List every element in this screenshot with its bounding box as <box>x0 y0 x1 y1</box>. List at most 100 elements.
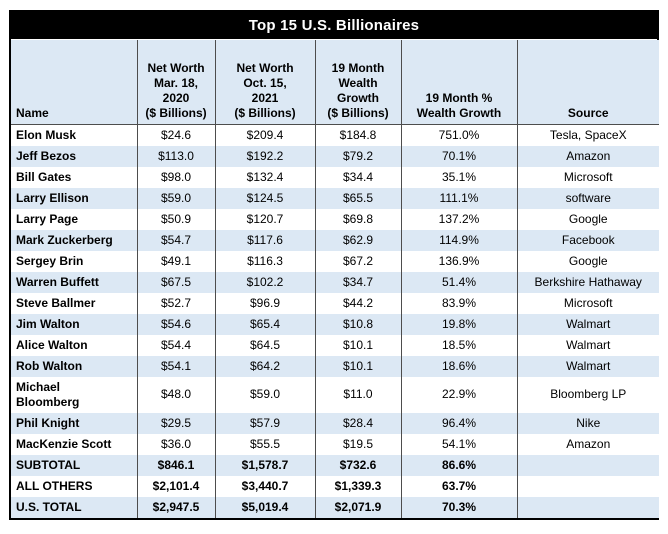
growth-cell: $10.1 <box>314 355 401 377</box>
table-row: Jeff Bezos $113.0 $192.2 $79.2 70.1% Amazon <box>11 145 659 167</box>
growth-cell: $184.8 <box>314 124 401 146</box>
table-title: Top 15 U.S. Billionaires <box>11 12 657 40</box>
table-row: Jim Walton $54.6 $65.4 $10.8 19.8% Walmart <box>11 313 659 335</box>
table-row: Larry Ellison $59.0 $124.5 $65.5 111.1% softw… <box>11 187 659 209</box>
worth-2021-cell: $132.4 <box>214 166 315 188</box>
worth-2021-cell: $65.4 <box>214 313 315 335</box>
header-cell-networth-2021: Net Worth Oct. 15, 2021 ($ Billions) <box>214 40 315 125</box>
worth-2021-cell: $124.5 <box>214 187 315 209</box>
name-cell: Elon Musk <box>11 124 137 146</box>
growth-pct-cell: 22.9% <box>400 376 517 413</box>
source-cell <box>516 454 659 476</box>
worth-2020-cell: $67.5 <box>136 271 215 293</box>
worth-2021-cell: $1,578.7 <box>214 454 315 476</box>
worth-2020-cell: $98.0 <box>136 166 215 188</box>
table-row: Warren Buffett $67.5 $102.2 $34.7 51.4% Berks… <box>11 271 659 293</box>
source-cell: Google <box>516 208 659 230</box>
worth-2020-cell: $36.0 <box>136 433 215 455</box>
worth-2020-cell: $54.1 <box>136 355 215 377</box>
source-cell: Google <box>516 250 659 272</box>
worth-2021-cell: $59.0 <box>214 376 315 413</box>
table-row: Bill Gates $98.0 $132.4 $34.4 35.1% Microsoft <box>11 166 659 188</box>
name-cell: U.S. TOTAL <box>11 496 137 518</box>
table-row: Steve Ballmer $52.7 $96.9 $44.2 83.9% Microso… <box>11 292 659 314</box>
header-cell-networth-2020: Net Worth Mar. 18, 2020 ($ Billions) <box>136 40 215 125</box>
growth-pct-cell: 86.6% <box>400 454 517 476</box>
source-cell: Microsoft <box>516 292 659 314</box>
worth-2020-cell: $50.9 <box>136 208 215 230</box>
growth-pct-cell: 83.9% <box>400 292 517 314</box>
header-cell-wealth-growth-pct: 19 Month % Wealth Growth <box>400 40 517 125</box>
worth-2020-cell: $49.1 <box>136 250 215 272</box>
name-cell: Mark Zuckerberg <box>11 229 137 251</box>
source-cell: Nike <box>516 412 659 434</box>
table-row: Mark Zuckerberg $54.7 $117.6 $62.9 114.9% Fac… <box>11 229 659 251</box>
source-cell: Walmart <box>516 355 659 377</box>
name-cell: SUBTOTAL <box>11 454 137 476</box>
table-row: Michael Bloomberg $48.0 $59.0 $11.0 22.9% Blo… <box>11 376 659 413</box>
name-cell: MacKenzie Scott <box>11 433 137 455</box>
growth-cell: $69.8 <box>314 208 401 230</box>
worth-2020-cell: $59.0 <box>136 187 215 209</box>
growth-pct-cell: 751.0% <box>400 124 517 146</box>
worth-2021-cell: $209.4 <box>214 124 315 146</box>
growth-cell: $10.1 <box>314 334 401 356</box>
worth-2021-cell: $55.5 <box>214 433 315 455</box>
source-cell: Facebook <box>516 229 659 251</box>
worth-2020-cell: $2,101.4 <box>136 475 215 497</box>
worth-2021-cell: $116.3 <box>214 250 315 272</box>
worth-2020-cell: $48.0 <box>136 376 215 413</box>
name-cell: Alice Walton <box>11 334 137 356</box>
table-row: Larry Page $50.9 $120.7 $69.8 137.2% Google <box>11 208 659 230</box>
header-cell-name: Name <box>11 40 137 125</box>
name-cell: Rob Walton <box>11 355 137 377</box>
name-cell: Michael Bloomberg <box>11 376 137 413</box>
source-cell: Bloomberg LP <box>516 376 659 413</box>
worth-2020-cell: $54.7 <box>136 229 215 251</box>
growth-cell: $28.4 <box>314 412 401 434</box>
growth-pct-cell: 114.9% <box>400 229 517 251</box>
name-cell: Sergey Brin <box>11 250 137 272</box>
source-cell: Microsoft <box>516 166 659 188</box>
growth-pct-cell: 96.4% <box>400 412 517 434</box>
name-cell: Steve Ballmer <box>11 292 137 314</box>
growth-pct-cell: 35.1% <box>400 166 517 188</box>
source-cell: Amazon <box>516 433 659 455</box>
worth-2021-cell: $3,440.7 <box>214 475 315 497</box>
worth-2020-cell: $113.0 <box>136 145 215 167</box>
growth-cell: $1,339.3 <box>314 475 401 497</box>
worth-2021-cell: $57.9 <box>214 412 315 434</box>
worth-2021-cell: $64.2 <box>214 355 315 377</box>
source-cell: Tesla, SpaceX <box>516 124 659 146</box>
worth-2020-cell: $24.6 <box>136 124 215 146</box>
worth-2021-cell: $5,019.4 <box>214 496 315 518</box>
growth-pct-cell: 70.1% <box>400 145 517 167</box>
growth-cell: $732.6 <box>314 454 401 476</box>
growth-pct-cell: 70.3% <box>400 496 517 518</box>
growth-pct-cell: 18.5% <box>400 334 517 356</box>
worth-2021-cell: $192.2 <box>214 145 315 167</box>
growth-pct-cell: 137.2% <box>400 208 517 230</box>
header-cell-source: Source <box>516 40 659 125</box>
source-cell: Walmart <box>516 334 659 356</box>
growth-cell: $11.0 <box>314 376 401 413</box>
name-cell: Phil Knight <box>11 412 137 434</box>
name-cell: Jeff Bezos <box>11 145 137 167</box>
table-row: Elon Musk $24.6 $209.4 $184.8 751.0% Tesla, S… <box>11 124 659 146</box>
growth-pct-cell: 54.1% <box>400 433 517 455</box>
name-cell: Bill Gates <box>11 166 137 188</box>
growth-pct-cell: 111.1% <box>400 187 517 209</box>
growth-cell: $10.8 <box>314 313 401 335</box>
name-cell: Larry Ellison <box>11 187 137 209</box>
growth-cell: $65.5 <box>314 187 401 209</box>
worth-2020-cell: $846.1 <box>136 454 215 476</box>
table-row: Alice Walton $54.4 $64.5 $10.1 18.5% Walmart <box>11 334 659 356</box>
header-cell-wealth-growth: 19 Month Wealth Growth ($ Billions) <box>314 40 401 125</box>
worth-2020-cell: $29.5 <box>136 412 215 434</box>
growth-pct-cell: 51.4% <box>400 271 517 293</box>
worth-2020-cell: $54.4 <box>136 334 215 356</box>
source-cell: Berkshire Hathaway <box>516 271 659 293</box>
source-cell: Walmart <box>516 313 659 335</box>
worth-2020-cell: $2,947.5 <box>136 496 215 518</box>
